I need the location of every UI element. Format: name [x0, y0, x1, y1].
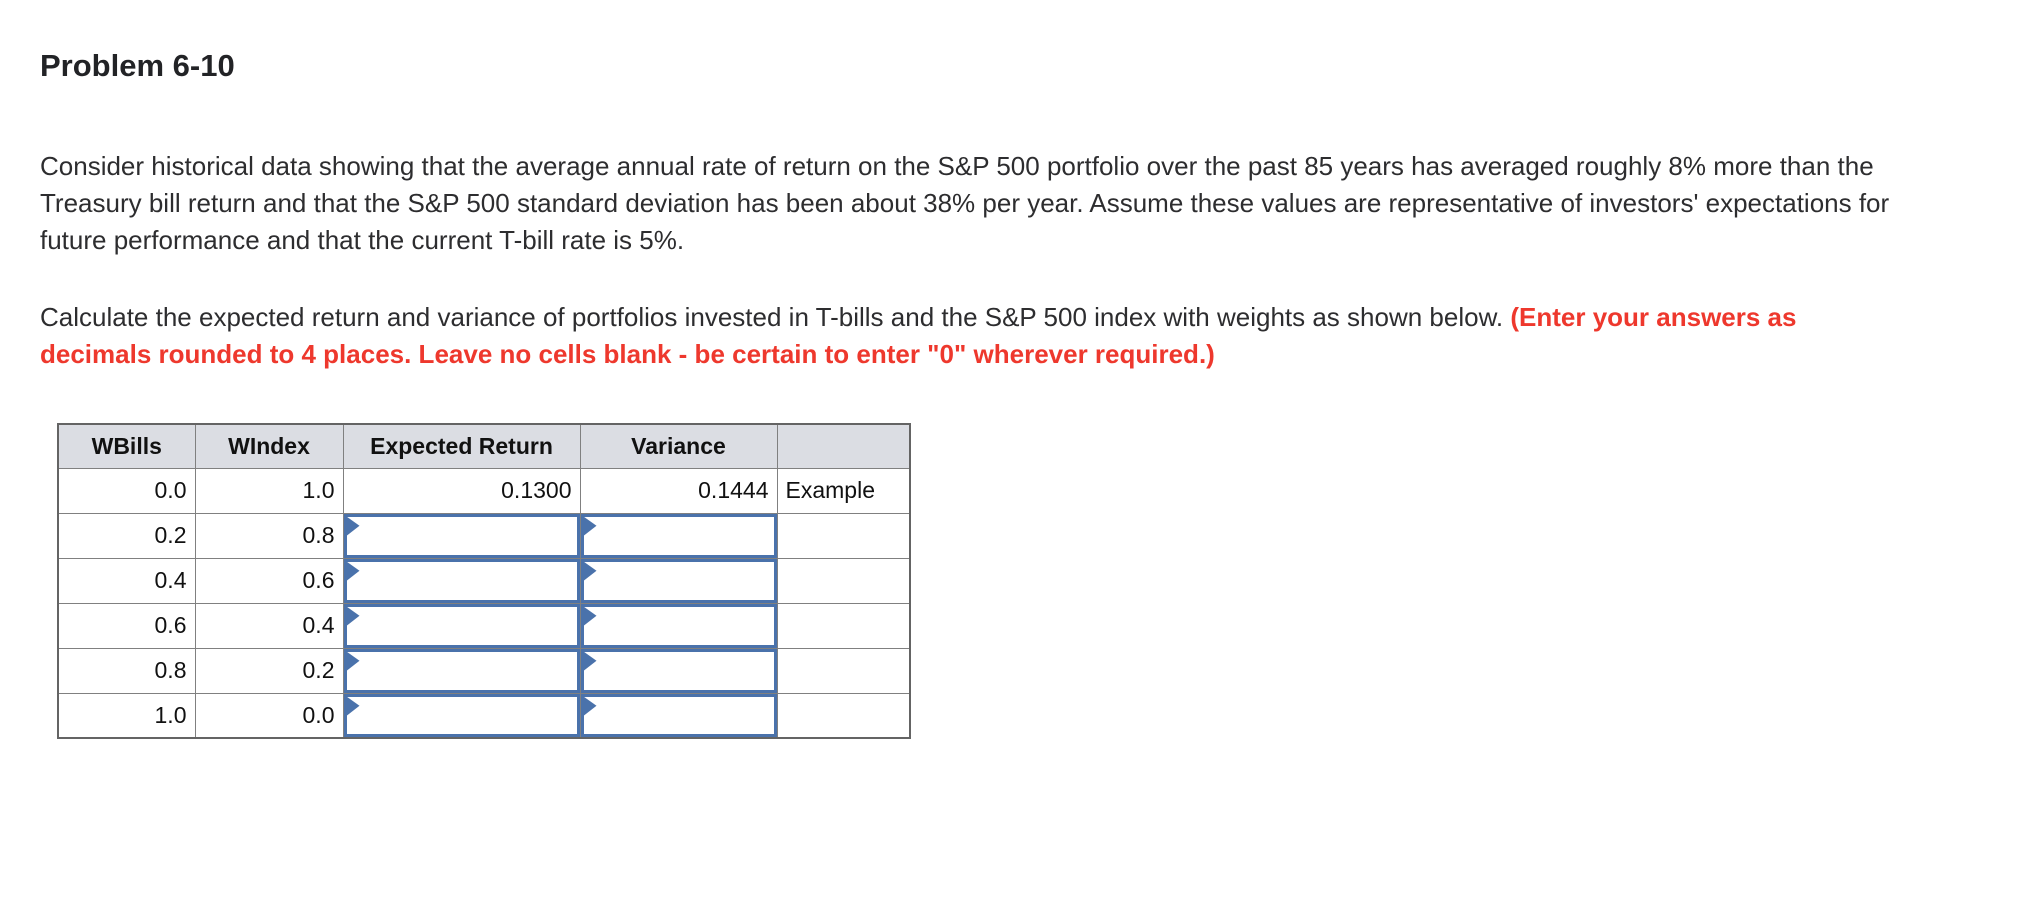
table-row: 0.8 0.2 — [57, 647, 911, 694]
problem-title: Problem 6-10 — [40, 48, 235, 83]
cell-variance-entry — [579, 692, 778, 739]
cell-wbills: 0.0 — [57, 467, 196, 514]
cell-blank — [776, 602, 911, 649]
col-header-blank — [776, 423, 911, 469]
cell-windex: 0.2 — [194, 647, 344, 694]
variance-input-box[interactable] — [581, 514, 776, 557]
expected-return-input-box[interactable] — [344, 604, 579, 647]
cell-windex: 1.0 — [194, 467, 344, 514]
cell-variance-entry — [579, 602, 778, 649]
expected-return-input[interactable] — [346, 696, 577, 734]
expected-return-input-box[interactable] — [344, 694, 579, 737]
intro-paragraph: Consider historical data showing that th… — [40, 151, 1890, 255]
cell-windex: 0.4 — [194, 602, 344, 649]
variance-input-box[interactable] — [581, 604, 776, 647]
cell-wbills: 0.4 — [57, 557, 196, 604]
table-row: 1.0 0.0 — [57, 692, 911, 739]
table-row: 0.6 0.4 — [57, 602, 911, 649]
variance-input[interactable] — [583, 696, 774, 734]
problem-page: Problem 6-10 Consider historical data sh… — [0, 48, 2032, 739]
cell-wbills: 0.8 — [57, 647, 196, 694]
variance-input-box[interactable] — [581, 694, 776, 737]
cell-windex: 0.8 — [194, 512, 344, 559]
instruction-normal-text: Calculate the expected return and varian… — [40, 302, 1511, 332]
variance-input[interactable] — [583, 516, 774, 555]
cell-expected-return: 0.1300 — [342, 467, 581, 514]
cell-expected-return-entry — [342, 557, 581, 604]
cell-blank — [776, 692, 911, 739]
cell-expected-return-entry — [342, 602, 581, 649]
cell-blank — [776, 557, 911, 604]
instruction-paragraph: Calculate the expected return and varian… — [40, 299, 1905, 373]
cell-variance-entry — [579, 647, 778, 694]
instruction-emphasis-text: (Enter your answers as decimals rounded … — [40, 302, 1797, 369]
expected-return-input[interactable] — [346, 516, 577, 555]
variance-input[interactable] — [583, 561, 774, 600]
table-row: 0.4 0.6 — [57, 557, 911, 604]
cell-variance: 0.1444 — [579, 467, 778, 514]
cell-expected-return-entry — [342, 512, 581, 559]
variance-input-box[interactable] — [581, 559, 776, 602]
cell-blank — [776, 647, 911, 694]
portfolio-weights-table: WBills WIndex Expected Return Variance 0… — [57, 423, 911, 739]
expected-return-input[interactable] — [346, 651, 577, 690]
cell-windex: 0.0 — [194, 692, 344, 739]
cell-expected-return-entry — [342, 647, 581, 694]
cell-blank — [776, 512, 911, 559]
expected-return-input-box[interactable] — [344, 559, 579, 602]
cell-wbills: 0.6 — [57, 602, 196, 649]
cell-expected-return-entry — [342, 692, 581, 739]
cell-example-note: Example — [776, 467, 911, 514]
table-header-row: WBills WIndex Expected Return Variance — [57, 423, 911, 469]
col-header-wbills: WBills — [57, 423, 196, 469]
expected-return-input-box[interactable] — [344, 649, 579, 692]
variance-input[interactable] — [583, 651, 774, 690]
table-row: 0.2 0.8 — [57, 512, 911, 559]
cell-variance-entry — [579, 557, 778, 604]
table-row-example: 0.0 1.0 0.1300 0.1444 Example — [57, 467, 911, 514]
cell-variance-entry — [579, 512, 778, 559]
expected-return-input[interactable] — [346, 561, 577, 600]
cell-wbills: 0.2 — [57, 512, 196, 559]
cell-wbills: 1.0 — [57, 692, 196, 739]
col-header-variance: Variance — [579, 423, 778, 469]
col-header-windex: WIndex — [194, 423, 344, 469]
expected-return-input[interactable] — [346, 606, 577, 645]
variance-input-box[interactable] — [581, 649, 776, 692]
col-header-expected-return: Expected Return — [342, 423, 581, 469]
cell-windex: 0.6 — [194, 557, 344, 604]
expected-return-input-box[interactable] — [344, 514, 579, 557]
variance-input[interactable] — [583, 606, 774, 645]
